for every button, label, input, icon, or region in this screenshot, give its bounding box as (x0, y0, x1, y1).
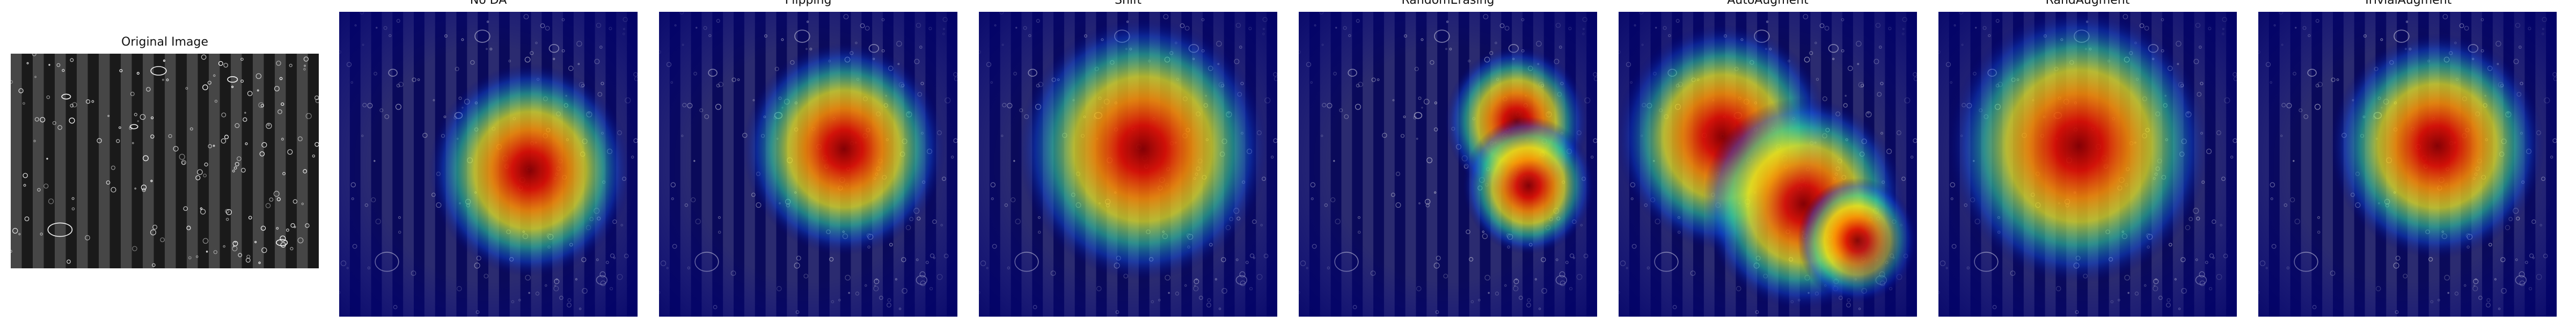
panel-title: RandomErasing (1401, 0, 1495, 7)
original-svg (11, 54, 319, 268)
heatmap-image (1299, 12, 1597, 317)
stripe-pattern (11, 54, 308, 268)
heatmap-svg (339, 12, 638, 317)
panel-trivialaugment: TrivialAugment (2258, 0, 2557, 322)
cell-speckles (11, 54, 319, 267)
panel-title: No DA (470, 0, 507, 7)
original-image (11, 54, 319, 268)
panel-title: AutoAugment (1727, 0, 1809, 7)
panel-random-erasing: RandomErasing (1299, 0, 1597, 322)
heatmap-svg (1299, 12, 1597, 317)
panel-title: RandAugment (2045, 0, 2130, 7)
heatmap-svg (659, 12, 957, 317)
panel-randaugment: RandAugment (1938, 0, 2237, 322)
panel-title: Flipping (785, 0, 832, 7)
heatmap-image (2258, 12, 2557, 317)
panel-shift: Shift (979, 0, 1277, 322)
heatmap-svg (1619, 12, 1917, 317)
heatmap-image (659, 12, 957, 317)
heatmap-image (1619, 12, 1917, 317)
panel-autoaugment: AutoAugment (1619, 0, 1917, 322)
heatmap-image (1938, 12, 2237, 317)
heatmap-image (339, 12, 638, 317)
panel-flipping: Flipping (659, 0, 957, 322)
panel-no-da: No DA (339, 0, 638, 322)
panel-title: Shift (1114, 0, 1141, 7)
heatmap-svg (2258, 12, 2557, 317)
panel-title: Original Image (121, 35, 208, 49)
heatmap-svg (979, 12, 1277, 317)
heatmap-image (979, 12, 1277, 317)
heatmap-svg (1938, 12, 2237, 317)
panel-original: Original Image (11, 21, 319, 268)
panel-title: TrivialAugment (2363, 0, 2452, 7)
